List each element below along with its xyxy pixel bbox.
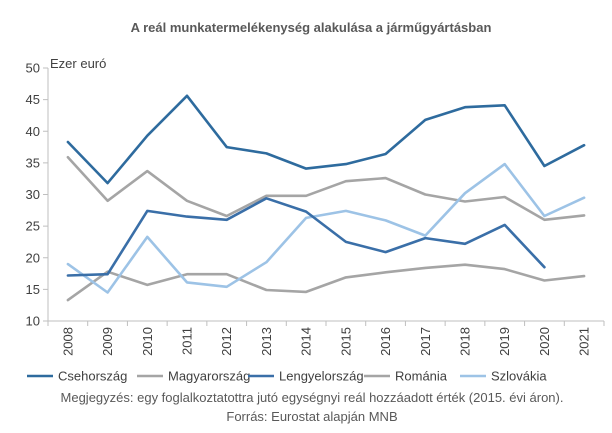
- series-line-Románia: [66, 155, 586, 222]
- axes: 10 15 20 25 30 35 40 45 50 2008 2009 2010 2011 2012 20…: [26, 61, 605, 356]
- legend-label: Szlovákia: [491, 369, 547, 384]
- x-tick-label: 2018: [458, 327, 473, 356]
- y-tick-label: 50: [26, 61, 40, 76]
- y-tick-label: 10: [26, 314, 40, 329]
- x-tick-label: 2017: [418, 327, 433, 356]
- chart-title: A reál munkatermelékenység alakulása a j…: [131, 20, 492, 35]
- series-line-Lengyelország: [66, 197, 546, 277]
- x-tick-label: 2020: [537, 327, 552, 356]
- y-tick-label: 30: [26, 187, 40, 202]
- y-unit-label: Ezer euró: [50, 56, 106, 71]
- series-line-Csehország: [66, 94, 586, 185]
- y-tick-label: 35: [26, 155, 40, 170]
- series-line-Magyarország: [66, 263, 586, 302]
- legend-label: Csehország: [58, 369, 127, 384]
- x-tick-label: 2014: [299, 327, 314, 356]
- footnote: Megjegyzés: egy foglalkoztatottra jutó e…: [61, 390, 564, 405]
- x-tick-label: 2013: [259, 327, 274, 356]
- x-tick-label: 2012: [219, 327, 234, 356]
- y-tick-label: 40: [26, 124, 40, 139]
- x-tick-label: 2009: [100, 327, 115, 356]
- source-note: Forrás: Eurostat alapján MNB: [226, 409, 397, 424]
- x-tick-label: 2015: [338, 327, 353, 356]
- x-tick-label: 2019: [497, 327, 512, 356]
- y-tick-label: 45: [26, 92, 40, 107]
- legend: Csehország Magyarország Lengyelország Román…: [27, 369, 547, 384]
- plot-area: [66, 94, 586, 302]
- x-tick-label: 2021: [577, 327, 592, 356]
- legend-label: Magyarország: [168, 369, 250, 384]
- y-tick-label: 15: [26, 282, 40, 297]
- legend-label: Lengyelország: [279, 369, 364, 384]
- y-tick-label: 25: [26, 219, 40, 234]
- series-line-Szlovákia: [66, 162, 586, 294]
- x-tick-label: 2008: [60, 327, 75, 356]
- x-tick-label: 2016: [378, 327, 393, 356]
- legend-label: Románia: [395, 369, 448, 384]
- y-tick-label: 20: [26, 250, 40, 265]
- x-tick-label: 2011: [180, 327, 195, 355]
- x-tick-label: 2010: [140, 327, 155, 356]
